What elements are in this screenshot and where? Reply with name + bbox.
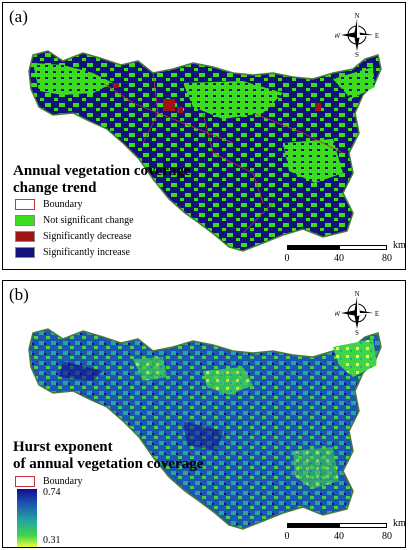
compass-w: W [335,310,341,318]
legend-a-title-line2: change trend [13,180,97,196]
legend-swatch-decrease [15,231,35,242]
scale-tick-0: 0 [284,253,290,264]
scale-tick-80: 80 [382,253,392,264]
ramp-max-label: 0.74 [43,487,61,498]
scale-unit: km [393,240,406,251]
scale-tick-80: 80 [382,531,392,542]
legend-swatch-boundary [15,476,35,487]
compass-rose-icon: N S E W [335,13,379,57]
scale-segment-light [339,523,387,528]
panel-b-label: (b) [9,285,29,304]
scale-unit: km [393,518,406,529]
compass-n: N [354,13,359,20]
legend-b-item-boundary: Boundary [15,475,82,488]
legend-a-title-line1: Annual vegetation coverage [13,163,191,179]
scale-segment-dark [287,245,339,250]
scale-tick-0: 0 [284,531,290,542]
legend-a-item-boundary: Boundary [15,198,82,211]
legend-a-item-increase: Significantly increase [15,246,130,259]
study-area-region [28,50,382,252]
compass-s: S [355,51,359,57]
legend-swatch-boundary [15,199,35,210]
hurst-exponent-map [28,328,382,530]
panel-a-label: (a) [9,7,28,26]
legend-swatch-not-significant [15,215,35,226]
legend-label: Significantly decrease [43,231,132,242]
legend-a-item-decrease: Significantly decrease [15,230,132,243]
scale-segment-dark [287,523,339,528]
legend-swatch-increase [15,247,35,258]
compass-n: N [354,291,359,298]
legend-label: Significantly increase [43,247,130,258]
legend-b-title-line1: Hurst exponent [13,439,113,455]
compass-s: S [355,329,359,335]
legend-a-title: Annual vegetation coverage change trend [13,163,190,197]
legend-label: Not significant change [43,215,134,226]
legend-b-title: Hurst exponent of annual vegetation cove… [13,439,203,473]
legend-label: Boundary [43,476,83,487]
legend-label: Boundary [43,199,83,210]
hurst-color-ramp [17,489,37,547]
compass-rose-icon: N S E W [335,291,379,335]
map-panel-b: (b) N S E W Hurst exponent of annual veg… [2,280,406,548]
map-panel-a: (a) N S E W Annual vegetation coverage c… [2,2,406,270]
compass-e: E [375,32,379,40]
legend-b-title-line2: of annual vegetation coverage [13,456,204,472]
compass-w: W [335,32,341,40]
vegetation-trend-map [28,50,382,252]
scale-tick-40: 40 [334,253,344,264]
compass-e: E [375,310,379,318]
scale-tick-40: 40 [334,531,344,542]
scale-segment-light [339,245,387,250]
legend-a-item-not-significant: Not significant change [15,214,134,227]
ramp-min-label: 0.31 [43,535,61,546]
